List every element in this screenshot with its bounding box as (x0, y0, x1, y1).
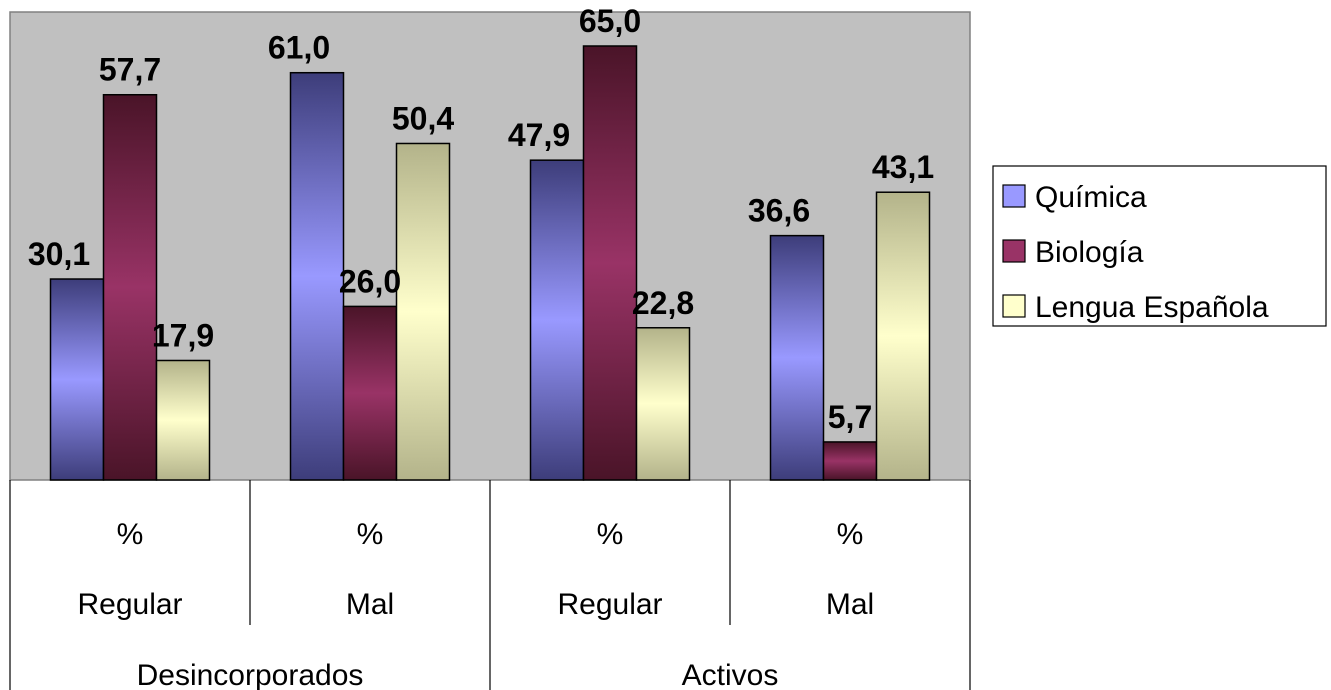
value-labels-layer: 30,1 57,7 17,9 61,0 26,0 50,4 47,9 65,0 22,8 36,6… (28, 3, 934, 435)
category-line1-1: % (117, 518, 144, 551)
value-label-lengua-espanola-3: 22,8 (632, 285, 694, 321)
bar-lengua-espanola-2 (395, 142, 451, 481)
legend-label-quimica: Química (1035, 181, 1147, 214)
legend-box (992, 165, 1327, 327)
value-label-biologia-3: 65,0 (579, 3, 641, 39)
category-line2-4: Mal (826, 588, 874, 621)
value-label-lengua-espanola-4: 43,1 (872, 149, 934, 185)
value-label-quimica-3: 47,9 (508, 117, 570, 153)
group-label-desincorporados: Desincorporados (137, 659, 364, 690)
bar-biologia-1 (102, 93, 158, 481)
value-label-biologia-4: 5,7 (828, 399, 872, 435)
group-label-activos: Activos (682, 659, 779, 690)
category-line2-2: Mal (346, 588, 394, 621)
bar-biologia-4 (822, 441, 878, 481)
category-line1-2: % (357, 518, 384, 551)
bar-lengua-espanola-3 (635, 327, 691, 481)
bar-lengua-espanola-1 (155, 359, 211, 481)
bar-quimica-1 (49, 278, 105, 481)
bar-biologia-3 (582, 45, 638, 481)
value-label-quimica-4: 36,6 (748, 193, 810, 229)
value-label-biologia-1: 57,7 (99, 52, 161, 88)
category-line1-3: % (597, 518, 624, 551)
legend-swatch-lengua-espanola (1002, 294, 1026, 318)
category-line2-1: Regular (77, 588, 182, 621)
value-label-quimica-1: 30,1 (28, 236, 90, 272)
bars-layer (49, 45, 931, 481)
legend-label-lengua-espanola: Lengua Española (1035, 291, 1269, 324)
category-line1-4: % (837, 518, 864, 551)
legend-swatch-quimica (1002, 184, 1026, 208)
bar-quimica-4 (769, 234, 825, 481)
bar-lengua-espanola-4 (875, 191, 931, 481)
legend-swatch-biologia (1002, 239, 1026, 263)
legend: Química Biología Lengua Española (992, 165, 1327, 327)
bar-biologia-2 (342, 305, 398, 481)
bar-quimica-3 (529, 159, 585, 481)
bar-quimica-2 (289, 71, 345, 481)
category-line2-3: Regular (557, 588, 662, 621)
value-label-quimica-2: 61,0 (268, 30, 330, 66)
legend-label-biologia: Biología (1035, 236, 1144, 269)
value-label-lengua-espanola-1: 17,9 (152, 317, 214, 353)
value-label-biologia-2: 26,0 (339, 263, 401, 299)
category-axis-table: % Regular% Mal Desincorporados% Regular% Mal A… (9, 480, 971, 690)
value-label-lengua-espanola-2: 50,4 (392, 100, 454, 136)
